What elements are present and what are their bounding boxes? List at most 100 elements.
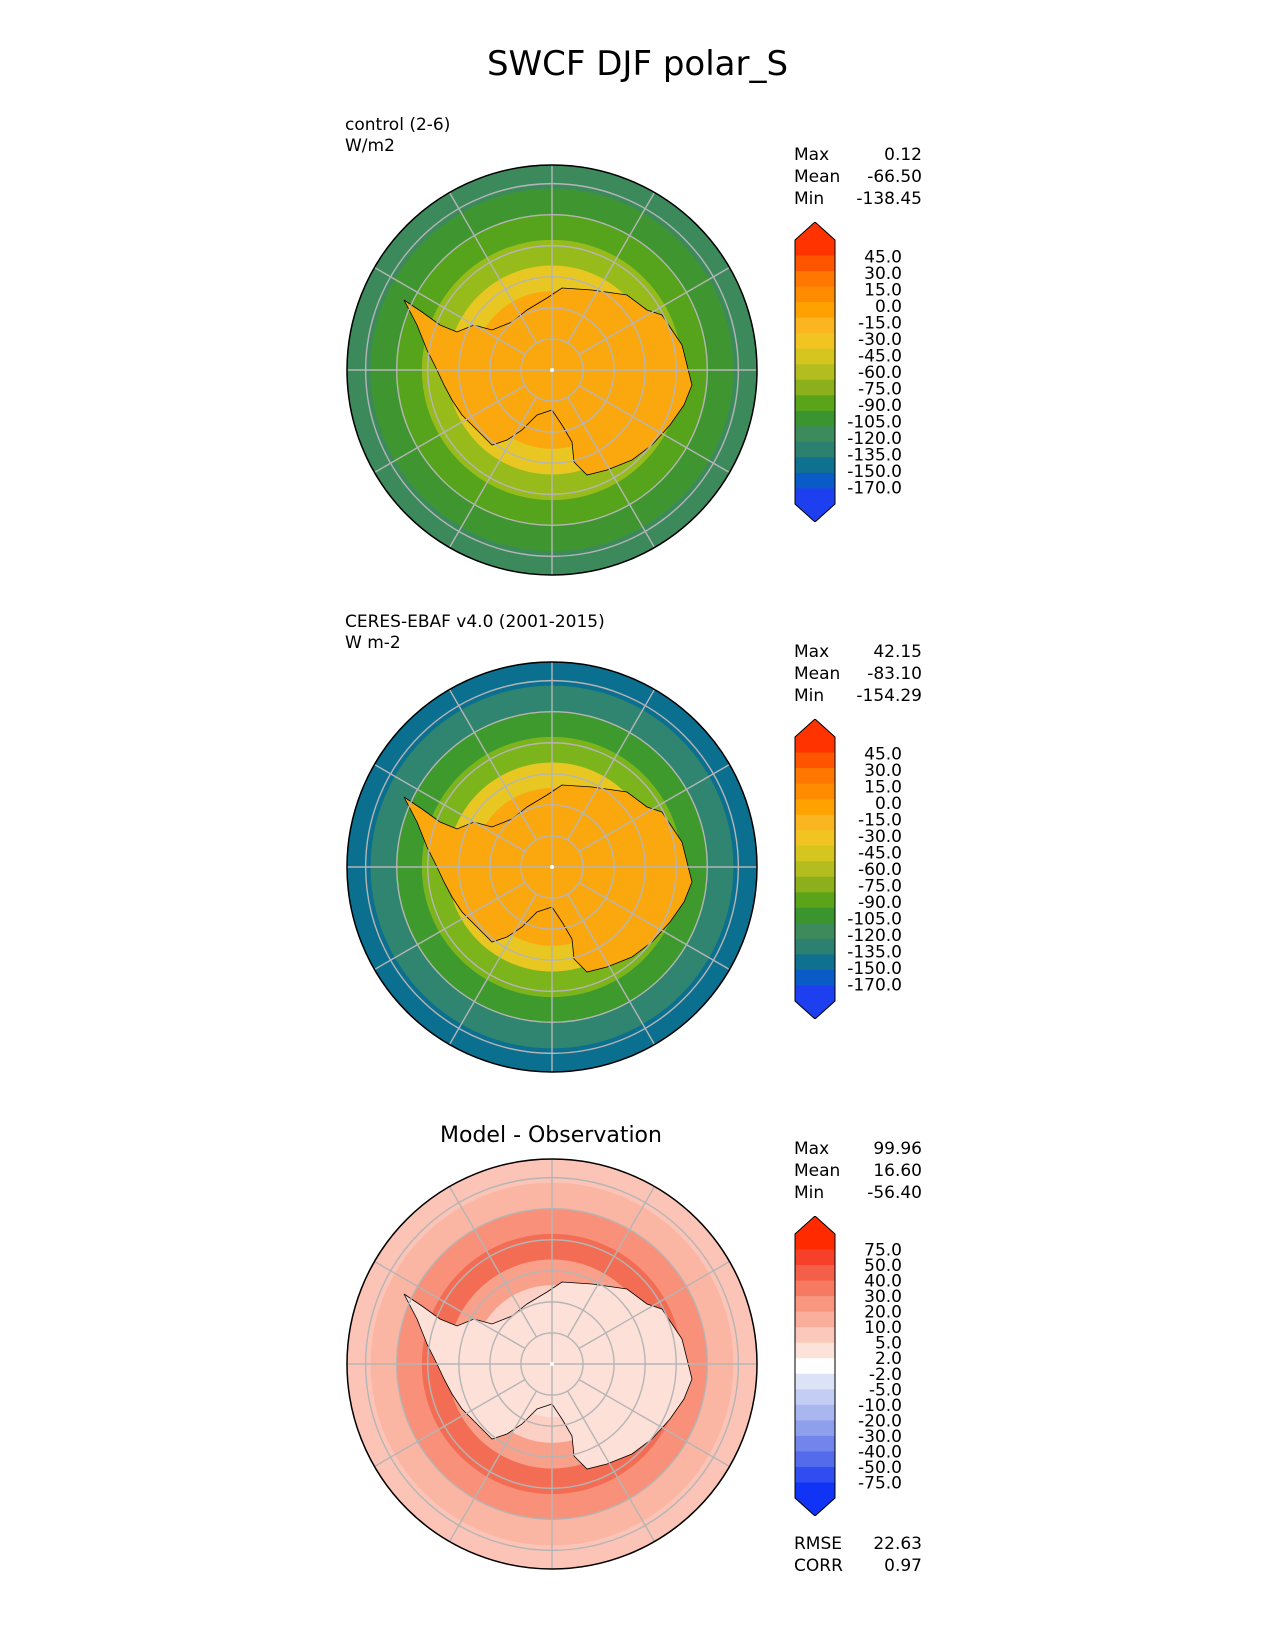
antarctica-coastline xyxy=(403,1281,693,1470)
panel-3-polar-map xyxy=(346,1158,758,1570)
stat-row: Mean -66.50 xyxy=(794,167,922,187)
meridian-gridline xyxy=(448,1186,538,1338)
colorbar-tick-label: 40.0 xyxy=(864,1272,902,1292)
meridian-gridline xyxy=(374,881,526,971)
meridian-gridline xyxy=(374,763,526,853)
colorbar-tick-label: -135.0 xyxy=(847,446,902,466)
panel-3-stats: Max 99.96 Mean 16.60 Min -56.40 xyxy=(794,1138,922,1204)
panel-1-stats: Max 0.12 Mean -66.50 Min -138.45 xyxy=(794,144,922,210)
colorbar-tick-label: -90.0 xyxy=(858,396,902,416)
colorbar-segment xyxy=(795,333,835,350)
colorbar-bottom-extension xyxy=(795,1498,835,1516)
colorbar-tick-label: -40.0 xyxy=(858,1442,902,1462)
footer-stats: RMSE 22.63 CORR 0.97 xyxy=(794,1533,922,1577)
colorbar-tick-label: -75.0 xyxy=(858,1473,902,1493)
pole-marker xyxy=(550,865,554,869)
colorbar-tick-label: 30.0 xyxy=(864,761,902,781)
meridian-gridline xyxy=(578,881,730,971)
colorbar-segment xyxy=(795,783,835,800)
colorbar-segment xyxy=(795,1482,835,1499)
colorbar-segment xyxy=(795,1296,835,1313)
colorbar-segment xyxy=(795,799,835,816)
meridian-gridline xyxy=(448,1390,538,1542)
colorbar-segment xyxy=(795,395,835,412)
pole-marker xyxy=(550,368,554,372)
colorbar-tick-label: -45.0 xyxy=(858,844,902,864)
meridian-gridline xyxy=(374,384,526,474)
colorbar-tick-label: 5.0 xyxy=(875,1334,902,1354)
colorbar-segment xyxy=(795,1311,835,1328)
meridian-gridline xyxy=(374,1260,526,1350)
colorbar-tick-label: -120.0 xyxy=(847,429,902,449)
colorbar-segment xyxy=(795,1435,835,1452)
meridian-gridline xyxy=(566,893,656,1045)
colorbar-segment xyxy=(795,271,835,288)
figure-title: SWCF DJF polar_S xyxy=(486,44,789,84)
panel-2-label: CERES-EBAF v4.0 (2001-2015) W m-2 xyxy=(345,612,605,654)
meridian-gridline xyxy=(448,689,538,841)
stat-row: Max 42.15 xyxy=(794,642,922,662)
meridian-gridline xyxy=(578,266,730,356)
colorbar-outline xyxy=(794,222,836,522)
colorbar-segment xyxy=(795,768,835,785)
colorbar-tick-label: 0.0 xyxy=(875,297,902,317)
panel-1-label: control (2-6) W/m2 xyxy=(345,115,450,157)
colorbar-segment xyxy=(795,441,835,458)
colorbar-segment xyxy=(795,737,835,754)
colorbar-tick-label: -15.0 xyxy=(858,314,902,334)
colorbar-tick-label: -135.0 xyxy=(847,943,902,963)
colorbar-tick-label: 45.0 xyxy=(864,248,902,268)
panel-2-label-line2: W m-2 xyxy=(345,633,401,653)
colorbar-segment xyxy=(795,1280,835,1297)
colorbar-segment xyxy=(795,302,835,319)
meridian-gridline xyxy=(578,384,730,474)
stat-row: Max 0.12 xyxy=(794,145,922,165)
colorbar-segment xyxy=(795,938,835,955)
colorbar-tick-label: -75.0 xyxy=(858,877,902,897)
stat-row: Mean -83.10 xyxy=(794,664,922,684)
panel-3-colorbar: 75.050.040.030.020.010.05.02.0-2.0-5.0-1… xyxy=(794,1216,902,1516)
stat-row: Min -154.29 xyxy=(794,686,922,706)
colorbar-tick-label: -2.0 xyxy=(869,1365,902,1385)
meridian-gridline xyxy=(374,266,526,356)
colorbar-tick-label: -150.0 xyxy=(847,959,902,979)
colorbar-bottom-extension xyxy=(795,1001,835,1019)
colorbar-segment xyxy=(795,1451,835,1468)
colorbar-bottom-extension xyxy=(795,504,835,522)
colorbar-tick-label: 45.0 xyxy=(864,745,902,765)
colorbar-tick-label: -170.0 xyxy=(847,976,902,996)
stat-row-corr: CORR 0.97 xyxy=(794,1556,922,1576)
colorbar-segment xyxy=(795,845,835,862)
colorbar-segment xyxy=(795,907,835,924)
colorbar-segment xyxy=(795,876,835,893)
colorbar-segment xyxy=(795,286,835,303)
colorbar-tick-label: -105.0 xyxy=(847,413,902,433)
colorbar-tick-label: 15.0 xyxy=(864,281,902,301)
colorbar-segment xyxy=(795,364,835,381)
map-boundary xyxy=(346,1158,758,1570)
colorbar-tick-label: 20.0 xyxy=(864,1303,902,1323)
colorbar-tick-label: -30.0 xyxy=(858,330,902,350)
colorbar-tick-label: 15.0 xyxy=(864,778,902,798)
colorbar-segment xyxy=(795,1358,835,1375)
colorbar-top-extension xyxy=(795,719,835,737)
colorbar-tick-label: -105.0 xyxy=(847,910,902,930)
meridian-gridline xyxy=(566,192,656,344)
colorbar-segment xyxy=(795,317,835,334)
meridian-gridline xyxy=(566,1390,656,1542)
stat-row: Max 99.96 xyxy=(794,1139,922,1159)
colorbar-segment xyxy=(795,488,835,505)
stat-row: Min -138.45 xyxy=(794,189,922,209)
stat-row-rmse: RMSE 22.63 xyxy=(794,1534,922,1554)
colorbar-tick-label: -60.0 xyxy=(858,363,902,383)
colorbar-tick-label: -30.0 xyxy=(858,1427,902,1447)
colorbar-tick-label: 30.0 xyxy=(864,264,902,284)
colorbar-top-extension xyxy=(795,222,835,240)
colorbar-segment xyxy=(795,752,835,769)
colorbar-tick-label: -5.0 xyxy=(869,1380,902,1400)
meridian-gridline xyxy=(578,1378,730,1468)
meridian-gridline xyxy=(578,763,730,853)
antarctica-coastline xyxy=(403,287,693,476)
meridian-gridline xyxy=(566,396,656,548)
colorbar-segment xyxy=(795,892,835,909)
